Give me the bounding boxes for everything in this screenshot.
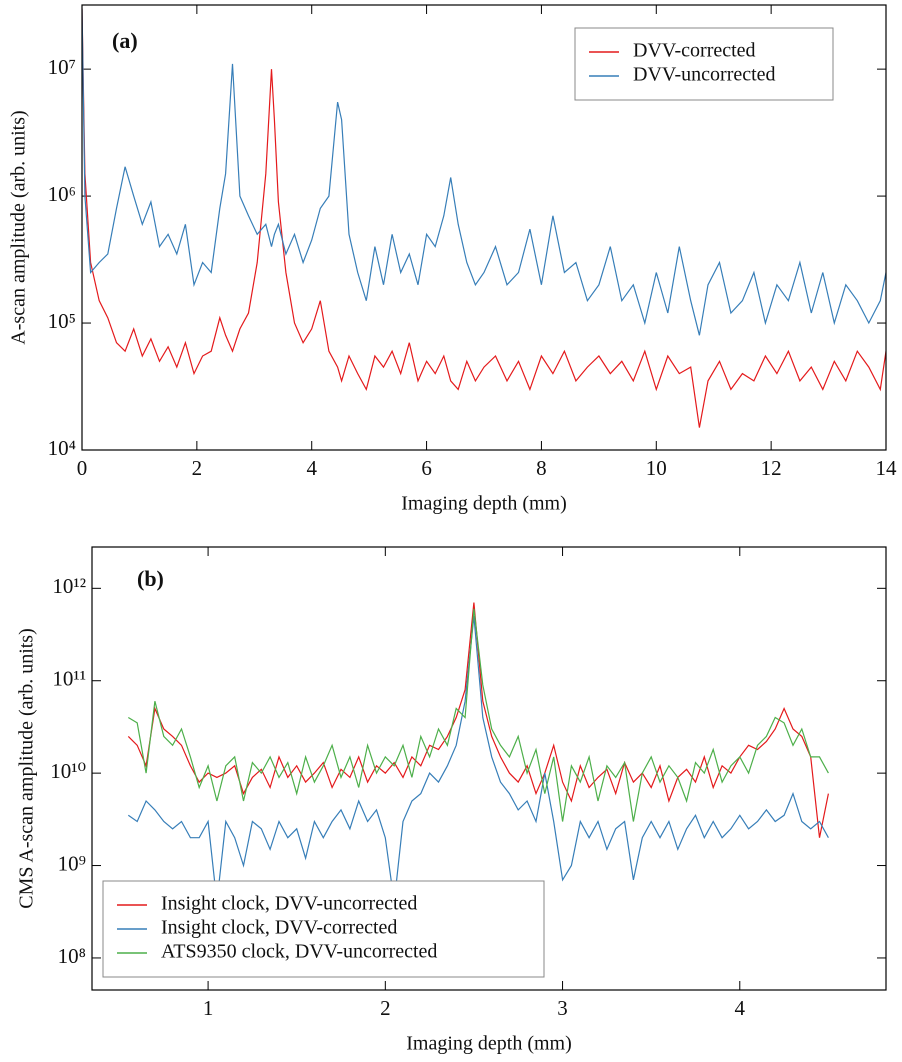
x-tick-label: 6 <box>421 456 432 480</box>
legend-box <box>102 880 545 978</box>
data-line <box>127 616 829 903</box>
x-tick-label: 3 <box>557 996 568 1020</box>
legend-label: Insight clock, DVV-corrected <box>161 917 397 939</box>
data-line <box>127 608 829 822</box>
y-tick-label: 10⁶ <box>48 182 76 206</box>
data-line <box>82 8 886 336</box>
x-axis-label: Imaging depth (mm) <box>401 493 567 515</box>
y-axis-label: A-scan amplitude (arb. units) <box>8 110 30 344</box>
y-tick-label: 10⁵ <box>48 309 76 333</box>
x-axis-label: Imaging depth (mm) <box>406 1033 572 1055</box>
x-tick-label: 2 <box>380 996 391 1020</box>
x-tick-label: 0 <box>77 456 88 480</box>
x-tick-label: 4 <box>735 996 746 1020</box>
x-tick-label: 8 <box>536 456 547 480</box>
panel: 0 2 4 6 8 10 12 14 10⁴ 10⁵ 10⁶ 10⁷ (a) Imaging depth … <box>8 4 898 515</box>
legend-label: Insight clock, DVV-uncorrected <box>161 893 417 915</box>
x-tick-label: 10 <box>646 456 667 480</box>
plot-frame <box>81 4 887 451</box>
panel-label: (b) <box>137 566 164 591</box>
legend-box <box>574 27 834 101</box>
x-tick-label: 14 <box>876 456 898 480</box>
y-tick-label: 10⁴ <box>48 436 76 460</box>
panel: 1 2 3 4 10⁸ 10⁹ 10¹⁰ 10¹¹ 10¹² (b) Imaging depth (… <box>16 546 887 1055</box>
data-line <box>127 602 829 838</box>
y-axis-label: CMS A-scan amplitude (arb. units) <box>16 628 38 909</box>
y-tick-label: 10⁷ <box>48 55 76 79</box>
x-tick-label: 2 <box>192 456 203 480</box>
x-tick-label: 1 <box>203 996 214 1020</box>
legend-label: ATS9350 clock, DVV-uncorrected <box>161 941 437 963</box>
panel-label: (a) <box>112 28 138 53</box>
y-tick-label: 10⁹ <box>58 851 86 875</box>
data-line <box>82 8 886 428</box>
legend-label: DVV-corrected <box>633 40 756 62</box>
x-tick-label: 12 <box>761 456 782 480</box>
x-tick-label: 4 <box>306 456 317 480</box>
y-tick-label: 10⁸ <box>58 944 86 968</box>
legend-label: DVV-uncorrected <box>633 64 776 86</box>
y-tick-label: 10¹⁰ <box>50 759 86 783</box>
y-tick-label: 10¹¹ <box>52 667 86 691</box>
y-tick-label: 10¹² <box>52 574 86 598</box>
plot-frame <box>91 546 887 991</box>
